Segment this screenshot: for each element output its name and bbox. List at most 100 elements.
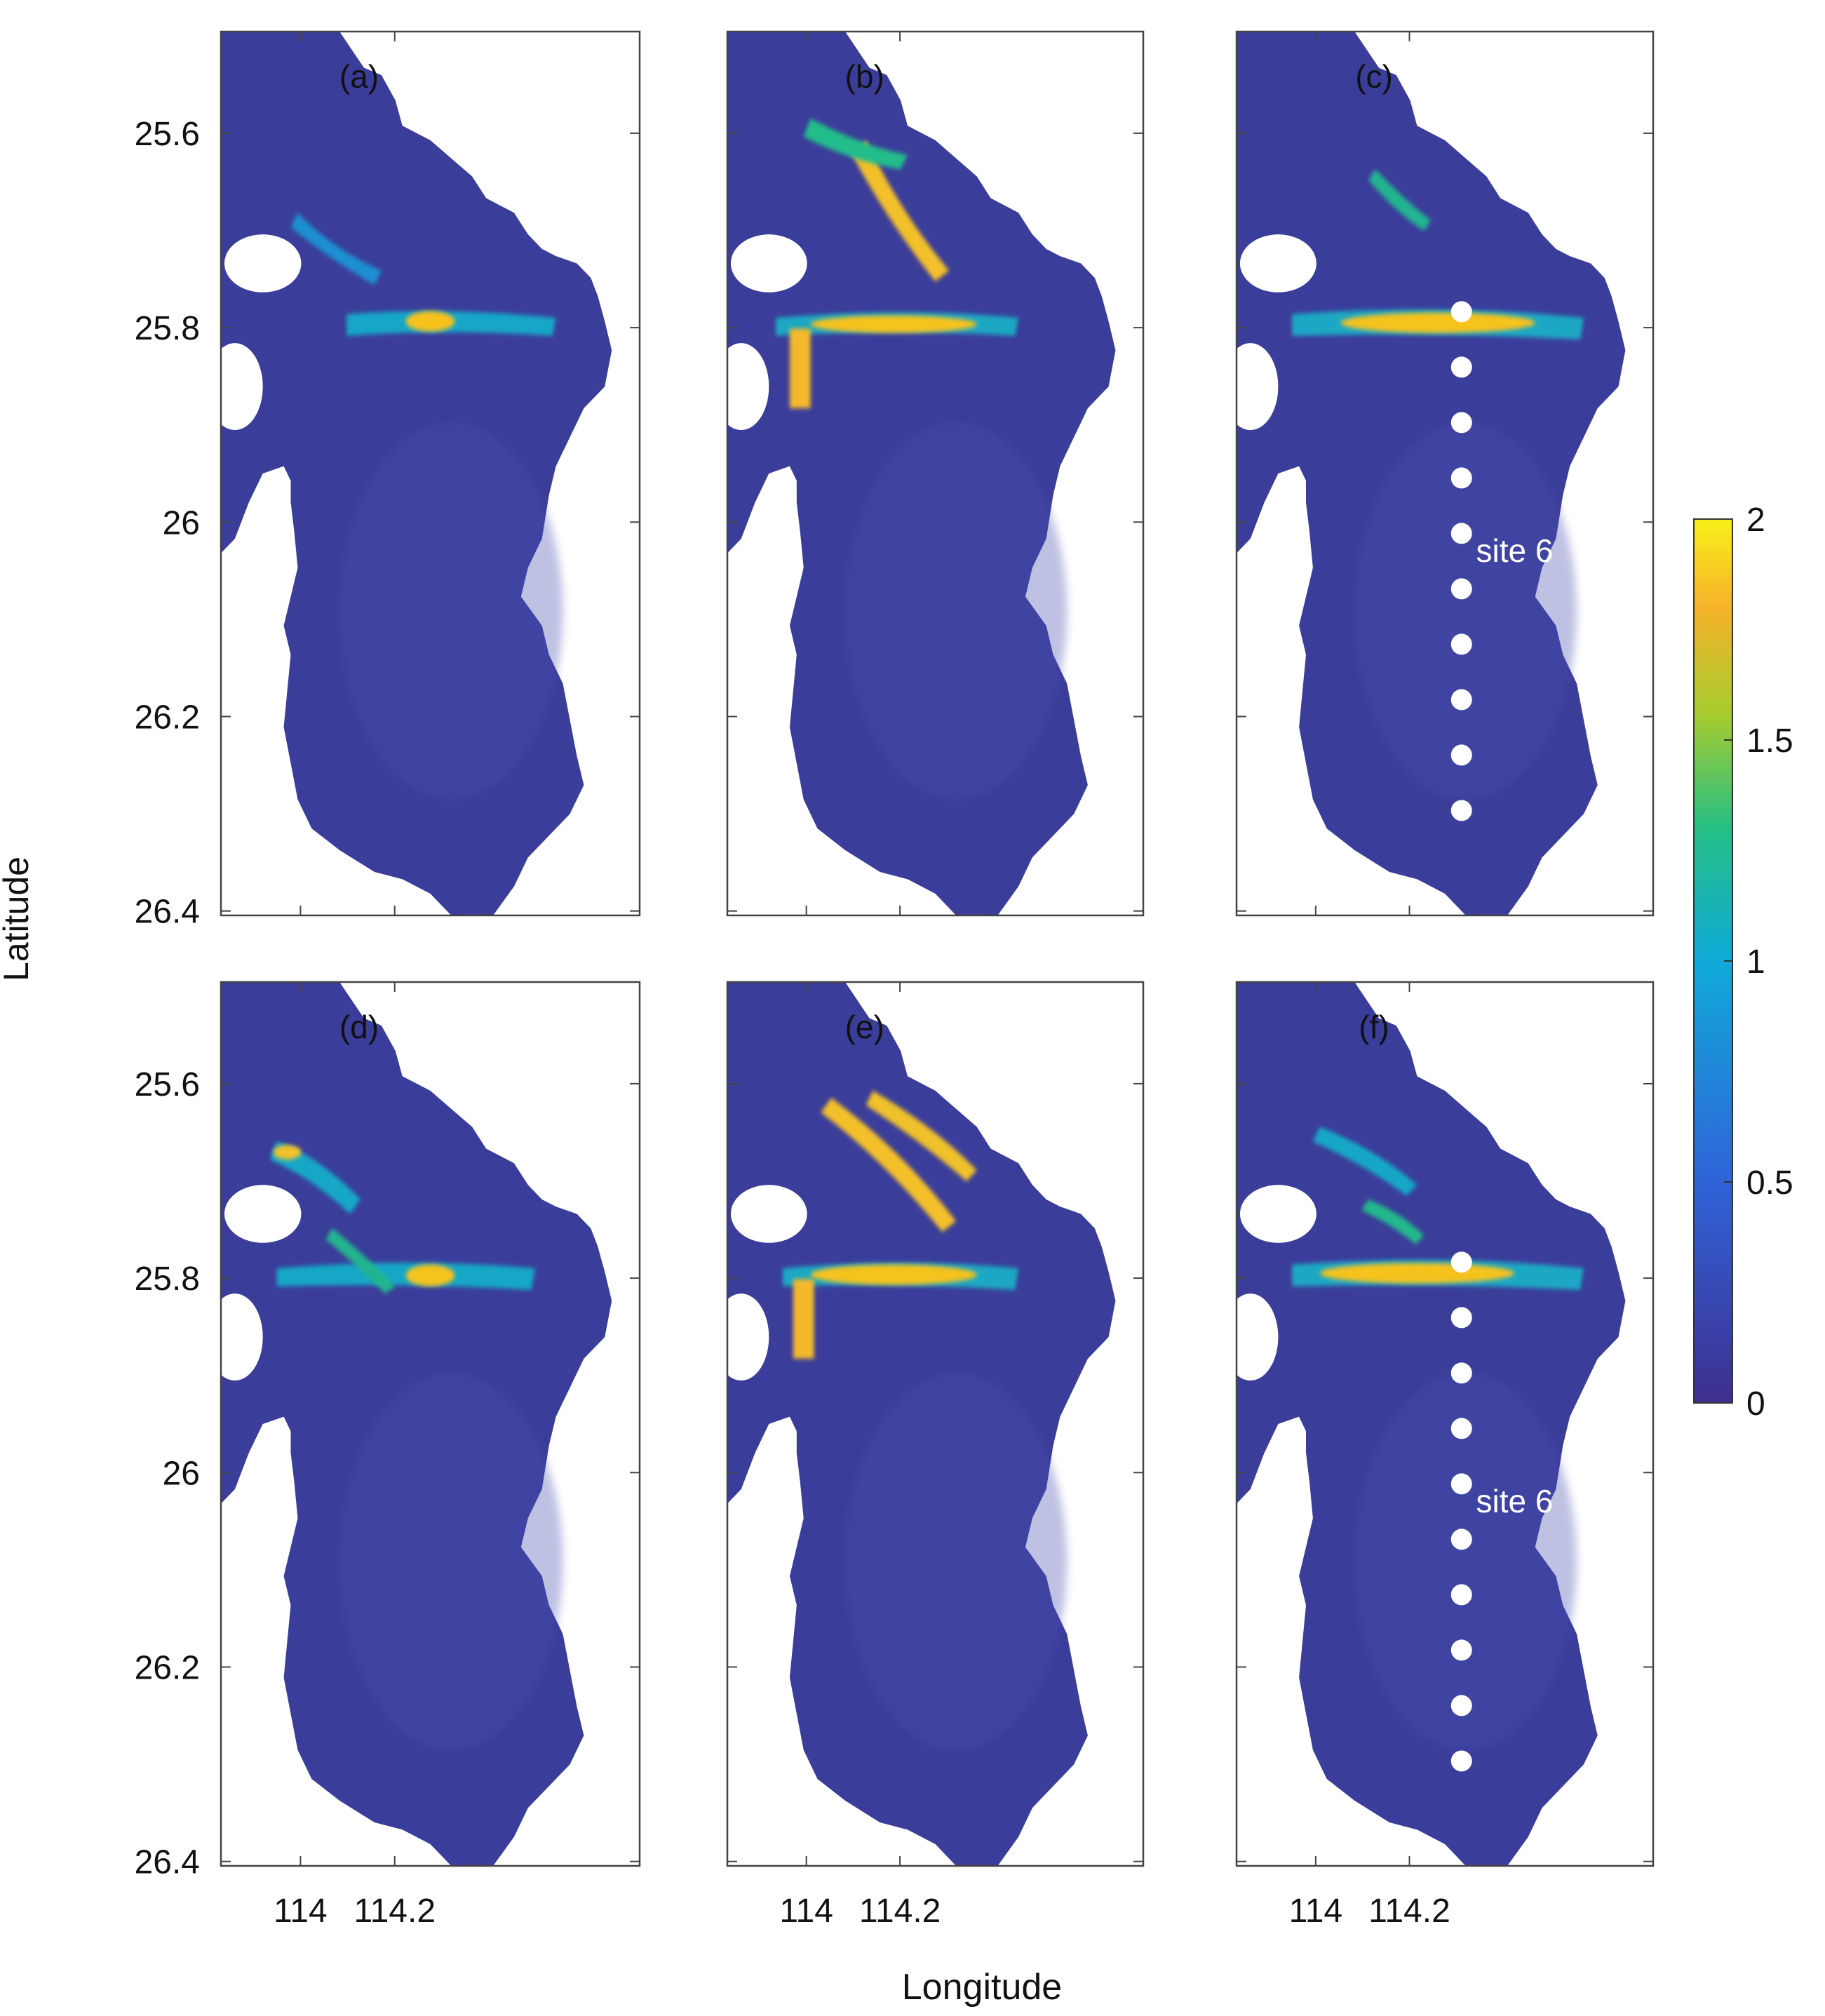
site-marker (1450, 633, 1472, 655)
panel-frame (220, 981, 641, 1867)
hotspot-core (273, 1145, 302, 1160)
colorbar-tick-label: 2 (1746, 502, 1765, 539)
lon-tick-label: 114.2 (1368, 1893, 1450, 1930)
colorbar: 2 1.5 1 0.5 0 (1693, 502, 1793, 1423)
panel-label: (d) (339, 1009, 379, 1045)
lon-tick-label: 114 (779, 1893, 833, 1930)
island (730, 234, 807, 293)
lon-tick-label: 114 (274, 1893, 328, 1930)
site-label: site 6 (1476, 1483, 1554, 1519)
site-marker (1450, 1473, 1472, 1495)
hotspot-band (793, 1279, 814, 1359)
island (566, 1387, 616, 1460)
site-marker (1450, 1528, 1472, 1550)
hotspot-band (290, 213, 382, 285)
site-marker (1450, 689, 1472, 711)
y-axis-label: Latitude (0, 856, 36, 981)
site-marker (1450, 744, 1472, 766)
lat-tick-label: 25.8 (135, 1261, 200, 1298)
hotspot-core (405, 1264, 455, 1286)
lat-tick-label: 26.4 (135, 894, 200, 931)
colorbar-ticks: 2 1.5 1 0.5 0 (1724, 502, 1793, 1423)
island (727, 343, 769, 431)
hotspot-core (810, 1264, 977, 1285)
hotspot-band (1368, 169, 1432, 231)
island (1070, 437, 1119, 510)
panel-frame (726, 30, 1145, 917)
island (566, 437, 616, 510)
colorbar-tick-label: 0 (1746, 1385, 1765, 1423)
hotspot-core (405, 311, 455, 332)
colorbar-tick-label: 1.5 (1746, 723, 1793, 760)
hotspot-band (789, 328, 811, 409)
colorbar-tick-label: 1 (1746, 943, 1765, 981)
map-panel: (a) 25.6 25.8 26 26.2 26.4 (135, 30, 641, 931)
site-marker (1450, 1584, 1472, 1606)
panel-label: (a) (339, 58, 379, 95)
colorbar-tick-label: 0.5 (1746, 1164, 1793, 1202)
lat-tick-label: 25.8 (135, 310, 200, 347)
site-label: site 6 (1476, 532, 1554, 569)
site-marker (1450, 1639, 1472, 1661)
hotspot-band (1361, 1199, 1425, 1244)
site-marker (1450, 1251, 1472, 1273)
lon-tick-label: 114.2 (353, 1893, 436, 1930)
island (730, 1185, 807, 1243)
map-panel: (e) 114 114.2 (726, 981, 1145, 1930)
island (221, 1293, 263, 1381)
island (224, 234, 302, 293)
colorbar-gradient (1693, 518, 1733, 1404)
site-marker (1450, 356, 1472, 378)
hotspot-band (821, 1098, 957, 1232)
hotspot-band (851, 140, 950, 282)
site-marker (1450, 578, 1472, 600)
lat-tick-label: 26 (163, 504, 200, 542)
panel-label: (f) (1359, 1009, 1389, 1045)
island (1239, 234, 1316, 293)
site-marker (1450, 1362, 1472, 1384)
lat-tick-label: 25.6 (135, 116, 200, 153)
site-marker (1450, 412, 1472, 434)
island (1580, 1387, 1629, 1460)
lat-tick-label: 26.2 (135, 1650, 200, 1687)
site-marker (1450, 1750, 1472, 1772)
site-marker (1450, 523, 1472, 544)
panel-frame (220, 30, 641, 917)
hotspot-band (269, 1141, 361, 1214)
island (1237, 1293, 1279, 1381)
map-panel: site 6 (f) 114 114.2 (1235, 981, 1655, 1930)
site-marker (1450, 301, 1472, 323)
hotspot-core (1319, 1263, 1514, 1284)
x-axis-label: Longitude (902, 1967, 1062, 2008)
hotspot-core (810, 315, 977, 333)
hotspot-band (803, 118, 908, 170)
island (221, 343, 263, 431)
island (1239, 1185, 1316, 1243)
site-marker (1450, 1307, 1472, 1329)
island (1580, 437, 1629, 510)
map-panel: (d) 25.6 25.8 26 26.2 26.4 114 114.2 (135, 981, 641, 1930)
lat-tick-label: 25.6 (135, 1066, 200, 1103)
lon-tick-label: 114.2 (859, 1893, 941, 1930)
hotspot-band (866, 1090, 977, 1182)
site-marker (1450, 800, 1472, 821)
island (1070, 1387, 1119, 1460)
map-panel: (b) (726, 30, 1145, 917)
panel-label: (b) (845, 58, 884, 95)
panel-label: (c) (1355, 58, 1393, 95)
lat-tick-label: 26.4 (135, 1844, 200, 1881)
map-panel: site 6 (c) (1235, 30, 1655, 917)
panel-label: (e) (845, 1009, 884, 1045)
lat-tick-label: 26.2 (135, 699, 200, 737)
panel-frame (1235, 981, 1655, 1867)
site-marker (1450, 1418, 1472, 1439)
panel-frame (726, 981, 1145, 1867)
hotspot-band (276, 1263, 535, 1290)
hotspot-band (325, 1228, 396, 1294)
site-marker (1450, 467, 1472, 489)
hotspot-band (1312, 1127, 1417, 1196)
island (727, 1293, 769, 1381)
site-marker (1450, 1695, 1472, 1716)
lon-tick-label: 114 (1289, 1893, 1343, 1930)
